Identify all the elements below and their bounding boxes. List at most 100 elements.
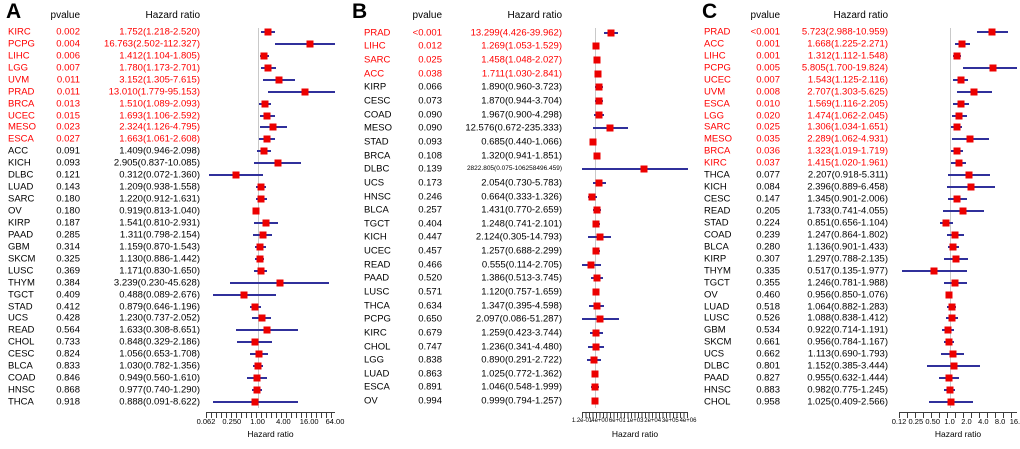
hazard-ratio-text: 0.956(0.850-1.076): [807, 288, 888, 300]
forest-plot-cell: [582, 149, 688, 163]
x-axis-tick-label: 0.12: [891, 417, 907, 426]
pvalue-text: 0.747: [418, 340, 442, 352]
cancer-type-label: ACC: [704, 38, 725, 50]
hazard-ratio-marker: [263, 112, 271, 120]
hazard-ratio-text: 2.707(1.303-5.625): [807, 85, 888, 97]
forest-row: PAAD 0.285 1.311(0.798-2.154): [0, 229, 340, 241]
cancer-type-label: LUSC: [8, 264, 34, 276]
pvalue-text: 0.868: [56, 384, 80, 396]
cancer-type-label: THYM: [704, 264, 731, 276]
forest-plot-cell: [206, 372, 335, 384]
forest-plot-cell: [899, 324, 1017, 336]
forest-row: STAD 0.224 0.851(0.656-1.104): [690, 217, 1020, 229]
hazard-ratio-marker: [592, 288, 600, 296]
hazard-ratio-marker: [253, 374, 261, 382]
pvalue-text: 0.833: [56, 360, 80, 372]
forest-plot-cell: [899, 289, 1017, 301]
forest-row: KICH 0.447 2.124(0.305-14.793): [340, 231, 690, 245]
forest-plot-cell: [206, 217, 335, 229]
forest-row: CESC 0.147 1.345(0.901-2.006): [690, 193, 1020, 205]
pvalue-text: 0.036: [756, 145, 780, 157]
cancer-type-label: THCA: [8, 396, 34, 408]
cancer-type-label: BLCA: [704, 241, 729, 253]
hazard-ratio-marker: [945, 291, 953, 299]
cancer-type-label: LUSC: [704, 312, 730, 324]
hazard-ratio-marker: [591, 370, 599, 378]
hazard-ratio-text: 1.046(0.548-1.999): [481, 381, 562, 393]
forest-row: TGCT 0.404 1.248(0.741-2.101): [340, 217, 690, 231]
x-axis-tick-label: 1e+03: [626, 418, 644, 424]
forest-plot-cell: [582, 121, 688, 135]
hazard-ratio-marker: [301, 88, 309, 96]
forest-row: GBM 0.534 0.922(0.714-1.191): [690, 324, 1020, 336]
hazard-ratio-text: 1.663(1.061-2.608): [119, 133, 200, 145]
pvalue-text: 0.001: [756, 38, 780, 50]
forest-row: COAD 0.090 1.967(0.900-4.298): [340, 108, 690, 122]
hazard-ratio-text: 1.458(1.048-2.027): [481, 54, 562, 66]
forest-row: PAAD 0.827 0.955(0.632-1.444): [690, 372, 1020, 384]
hazard-ratio-text: 3.152(1.305-7.615): [119, 73, 200, 85]
hazard-ratio-text: 1.323(1.019-1.719): [807, 145, 888, 157]
hazard-ratio-marker: [948, 314, 956, 322]
pvalue-text: 0.002: [56, 26, 80, 38]
forest-plot-cell: [582, 353, 688, 367]
forest-plot-cell: [206, 229, 335, 241]
hazard-ratio-marker: [593, 206, 601, 214]
pvalue-text: 0.093: [56, 157, 80, 169]
hazard-ratio-text: 0.685(0.440-1.066): [481, 136, 562, 148]
x-axis-tick-label: 2.0: [961, 417, 972, 426]
pvalue-text: 0.006: [56, 50, 80, 62]
hazard-ratio-text: 1.431(0.770-2.659): [481, 204, 562, 216]
pvalue-text: 0.460: [756, 288, 780, 300]
forest-row: ACC 0.038 1.711(1.030-2.841): [340, 67, 690, 81]
forest-row: GBM 0.314 1.159(0.870-1.543): [0, 241, 340, 253]
hazard-ratio-marker: [593, 274, 601, 282]
cancer-type-label: LGG: [704, 109, 725, 121]
pvalue-text: 0.143: [56, 181, 80, 193]
forest-plot-cell: [206, 396, 335, 408]
reference-line: [950, 28, 952, 408]
hazard-ratio-marker: [255, 350, 263, 358]
forest-row: CHOL 0.958 1.025(0.409-2.566): [690, 396, 1020, 408]
forest-plot-cell: [582, 26, 688, 40]
forest-row: UVM 0.008 2.707(1.303-5.625): [690, 86, 1020, 98]
forest-row: DLBC 0.121 0.312(0.072-1.360): [0, 169, 340, 181]
forest-row: ESCA 0.891 1.046(0.548-1.999): [340, 381, 690, 395]
hazard-ratio-marker: [951, 231, 959, 239]
forest-row: PCPG 0.650 2.097(0.086-51.287): [340, 312, 690, 326]
pvalue-text: 0.011: [56, 85, 80, 97]
pvalue-text: 0.846: [56, 372, 80, 384]
cancer-type-label: THCA: [364, 299, 390, 311]
pvalue-text: 0.369: [56, 264, 80, 276]
forest-row: DLBC 0.801 1.152(0.385-3.444): [690, 360, 1020, 372]
cancer-type-label: BRCA: [704, 145, 731, 157]
hazard-ratio-marker: [587, 261, 595, 269]
pvalue-text: 0.466: [418, 258, 442, 270]
hazard-ratio-marker: [595, 97, 603, 105]
cancer-type-label: SKCM: [704, 336, 732, 348]
forest-row: PRAD <0.001 5.723(2.988-10.959): [690, 26, 1020, 38]
cancer-type-label: LUAD: [704, 300, 730, 312]
pvalue-text: 0.285: [56, 229, 80, 241]
hazard-ratio-marker: [949, 243, 957, 251]
forest-plot-cell: [899, 74, 1017, 86]
hazard-ratio-marker: [930, 267, 938, 275]
forest-row: LGG 0.838 0.890(0.291-2.722): [340, 353, 690, 367]
forest-plot-cell: [206, 145, 335, 157]
hazard-ratio-marker: [947, 398, 955, 406]
pvalue-text: 0.180: [56, 205, 80, 217]
forest-row: MESO 0.090 12.576(0.672-235.333): [340, 121, 690, 135]
hazard-ratio-text: 0.922(0.714-1.191): [807, 324, 888, 336]
cancer-type-label: CESC: [704, 193, 731, 205]
hazard-ratio-marker: [263, 326, 271, 334]
forest-plot-cell: [899, 217, 1017, 229]
hazard-ratio-text: 2.054(0.730-5.783): [481, 177, 562, 189]
forest-row: OV 0.180 0.919(0.813-1.040): [0, 205, 340, 217]
forest-plot-cell: [899, 26, 1017, 38]
x-axis-tick-label: 1.00: [250, 417, 265, 426]
cancer-type-label: STAD: [704, 217, 729, 229]
forest-plot-cell: [899, 384, 1017, 396]
pvalue-text: 0.457: [418, 245, 442, 257]
column-headers: pvalue Hazard ratio: [690, 10, 1020, 24]
cancer-type-label: LUAD: [364, 368, 390, 380]
